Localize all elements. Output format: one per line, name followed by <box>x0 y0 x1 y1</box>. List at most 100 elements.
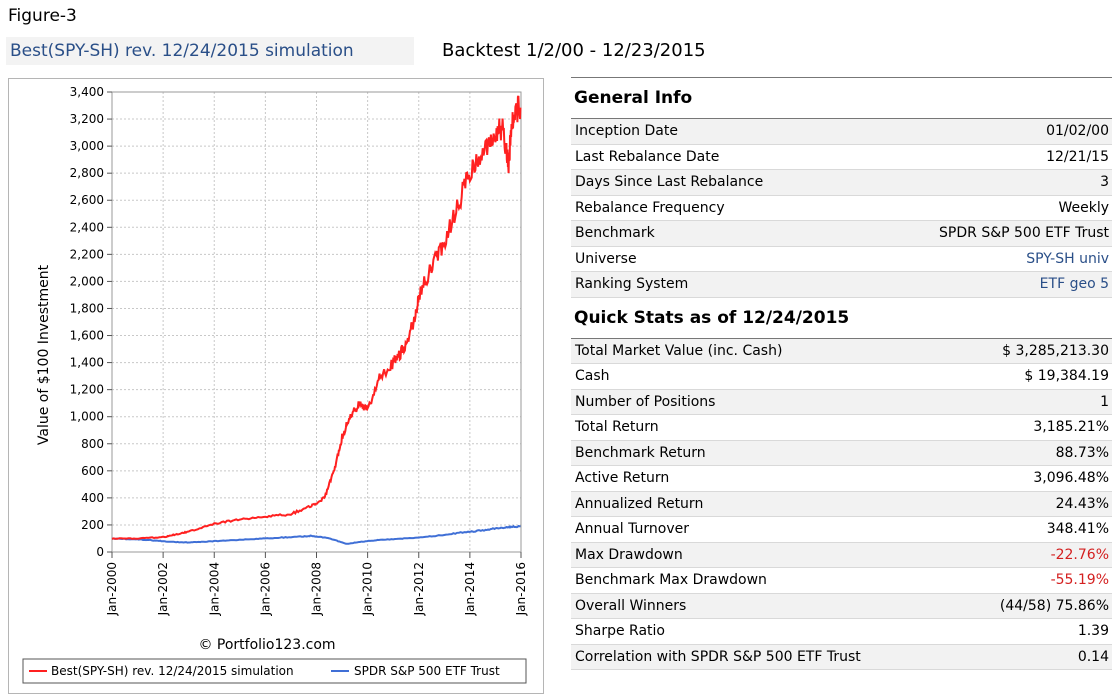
quick-stats-row: Benchmark Return 88.73% <box>571 440 1112 466</box>
legend-label-strategy: Best(SPY-SH) rev. 12/24/2015 simulation <box>51 664 294 678</box>
y-tick-label: 1,000 <box>70 410 104 424</box>
series-line-strategy <box>111 95 522 540</box>
x-axis-ticks: Jan-2000 Jan-2002 Jan-2004 Jan-2006 Jan-2008… <box>105 552 528 616</box>
quick-stats-value: 88.73% <box>1055 444 1109 461</box>
chart-legend <box>22 658 527 684</box>
quick-stats-label: Sharpe Ratio <box>575 623 665 639</box>
general-info-value[interactable]: SPY-SH univ <box>1026 250 1109 267</box>
quick-stats-row: Correlation with SPDR S&P 500 ETF Trust 0… <box>571 644 1112 670</box>
y-tick-label: 600 <box>81 464 104 478</box>
general-info-row: Inception Date 01/02/00 <box>571 119 1112 145</box>
quick-stats-label: Number of Positions <box>575 393 716 410</box>
general-info-value: 12/21/15 <box>1046 148 1109 165</box>
quick-stats-row: Total Market Value (inc. Cash) $ 3,285,21… <box>571 338 1112 364</box>
x-tick-label: Jan-2006 <box>258 562 272 616</box>
quick-stats-label: Active Return <box>575 470 670 486</box>
y-axis-ticks: 0 200 400 600 800 1,000 1,200 1,400 1,600 1,800 2,… <box>70 85 112 559</box>
quick-stats-value: 3,185.21% <box>1033 419 1109 435</box>
quick-stats-row: Overall Winners (44/58) 75.86% <box>571 593 1112 619</box>
quick-stats-value: -22.76% <box>1050 546 1109 563</box>
y-tick-label: 1,800 <box>70 301 104 315</box>
y-tick-label: 2,600 <box>70 193 104 207</box>
general-info-table: Inception Date 01/02/00 Last Rebalance Dat… <box>571 118 1112 298</box>
quick-stats-row: Total Return 3,185.21% <box>571 415 1112 441</box>
y-tick-label: 2,400 <box>70 220 104 234</box>
general-info-row: Days Since Last Rebalance 3 <box>571 170 1112 196</box>
y-tick-label: 2,000 <box>70 274 104 288</box>
quick-stats-label: Total Market Value (inc. Cash) <box>575 342 783 359</box>
y-tick-label: 1,400 <box>70 356 104 370</box>
general-info-value: 3 <box>1100 174 1109 190</box>
y-tick-label: 3,400 <box>70 85 104 99</box>
quick-stats-value: 24.43% <box>1055 495 1109 512</box>
y-tick-label: 0 <box>96 545 104 559</box>
legend-label-benchmark: SPDR S&P 500 ETF Trust <box>354 664 500 678</box>
y-tick-label: 3,000 <box>70 139 104 153</box>
general-info-value: 01/02/00 <box>1046 123 1109 139</box>
quick-stats-label: Max Drawdown <box>575 546 683 563</box>
general-info-label: Days Since Last Rebalance <box>575 174 764 190</box>
y-tick-label: 3,200 <box>70 112 104 126</box>
quick-stats-row: Benchmark Max Drawdown -55.19% <box>571 568 1112 594</box>
quick-stats-label: Cash <box>575 368 610 384</box>
y-tick-label: 2,200 <box>70 247 104 261</box>
general-info-label: Last Rebalance Date <box>575 148 720 165</box>
chart-svg: 0 200 400 600 800 1,000 1,200 1,400 1,600 1,800 2,… <box>22 85 528 684</box>
figure-label: Figure-3 <box>8 6 77 26</box>
quick-stats-value: 1.39 <box>1077 623 1109 639</box>
quick-stats-label: Total Return <box>575 419 659 435</box>
quick-stats-row: Annual Turnover 348.41% <box>571 517 1112 543</box>
x-tick-label: Jan-2008 <box>310 562 324 616</box>
quick-stats-heading: Quick Stats as of 12/24/2015 <box>574 307 850 328</box>
y-tick-label: 1,200 <box>70 383 104 397</box>
chart-grid <box>111 91 522 553</box>
quick-stats-row: Sharpe Ratio 1.39 <box>571 619 1112 645</box>
general-info-row: Ranking System ETF geo 5 <box>571 272 1112 298</box>
quick-stats-label: Overall Winners <box>575 597 687 614</box>
quick-stats-label: Annualized Return <box>575 495 704 512</box>
general-info-label: Inception Date <box>575 123 678 139</box>
x-tick-label: Jan-2004 <box>207 562 221 616</box>
general-info-row: Last Rebalance Date 12/21/15 <box>571 145 1112 170</box>
y-tick-label: 200 <box>81 518 104 532</box>
x-tick-label: Jan-2000 <box>105 562 119 616</box>
quick-stats-row: Number of Positions 1 <box>571 389 1112 415</box>
quick-stats-row: Cash $ 19,384.19 <box>571 364 1112 390</box>
y-tick-label: 2,800 <box>70 166 104 180</box>
quick-stats-row: Annualized Return 24.43% <box>571 491 1112 517</box>
quick-stats-value: $ 3,285,213.30 <box>1002 342 1109 359</box>
info-panel: General Info Inception Date 01/02/00 Last … <box>571 77 1112 670</box>
quick-stats-value: $ 19,384.19 <box>1024 368 1109 384</box>
x-tick-label: Jan-2002 <box>156 562 170 616</box>
quick-stats-label: Benchmark Max Drawdown <box>575 572 767 588</box>
x-tick-label: Jan-2016 <box>514 562 528 616</box>
general-info-row: Benchmark SPDR S&P 500 ETF Trust <box>571 221 1112 247</box>
quick-stats-value: (44/58) 75.86% <box>999 597 1109 614</box>
y-tick-label: 400 <box>81 491 104 505</box>
x-tick-label: Jan-2012 <box>412 562 426 616</box>
general-info-row: Rebalance Frequency Weekly <box>571 196 1112 221</box>
quick-stats-value: -55.19% <box>1050 572 1109 588</box>
y-tick-label: 800 <box>81 437 104 451</box>
general-info-label: Rebalance Frequency <box>575 199 725 216</box>
general-info-value: Weekly <box>1058 199 1109 216</box>
quick-stats-label: Annual Turnover <box>575 521 690 537</box>
y-tick-label: 1,600 <box>70 329 104 343</box>
quick-stats-label: Benchmark Return <box>575 444 706 461</box>
general-info-value: SPDR S&P 500 ETF Trust <box>939 225 1109 241</box>
performance-chart: 0 200 400 600 800 1,000 1,200 1,400 1,600 1,800 2,… <box>8 78 544 694</box>
general-info-label: Ranking System <box>575 276 689 292</box>
chart-credit: © Portfolio123.com <box>198 637 335 653</box>
quick-stats-value: 0.14 <box>1077 648 1109 665</box>
quick-stats-value: 348.41% <box>1046 521 1109 537</box>
quick-stats-label: Correlation with SPDR S&P 500 ETF Trust <box>575 648 861 665</box>
general-info-heading: General Info <box>571 77 1112 118</box>
simulation-title-link[interactable]: Best(SPY-SH) rev. 12/24/2015 simulation <box>6 37 414 65</box>
quick-stats-value: 3,096.48% <box>1033 470 1109 486</box>
quick-stats-table: Total Market Value (inc. Cash) $ 3,285,21… <box>571 337 1112 670</box>
series-line-benchmark <box>111 524 521 545</box>
general-info-label: Benchmark <box>575 225 655 241</box>
y-axis-label: Value of $100 Investment <box>36 264 52 445</box>
quick-stats-row: Max Drawdown -22.76% <box>571 542 1112 568</box>
general-info-value[interactable]: ETF geo 5 <box>1039 276 1109 292</box>
